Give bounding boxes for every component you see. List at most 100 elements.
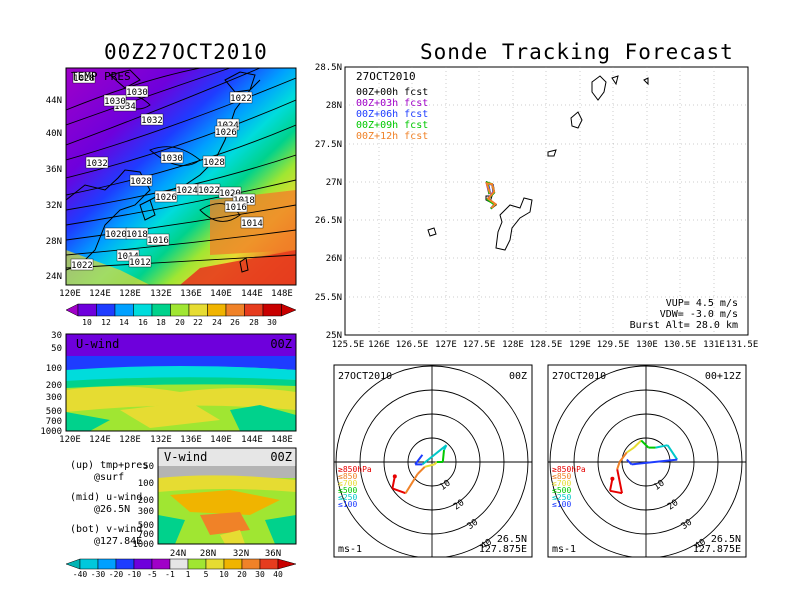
vwind-x-tick: 24N <box>170 549 186 559</box>
map-x-tick: 130.5E <box>664 340 697 350</box>
hodo1-lat: 26.5N <box>497 534 527 545</box>
hodograph-segment <box>416 466 426 475</box>
hodo1-level: ≤700 <box>338 479 357 488</box>
forecast-label: 00Z+00h fcst <box>356 87 428 98</box>
temp-colorbar-label: 30 <box>267 318 277 327</box>
hodo2-level: ≤850 <box>552 472 571 481</box>
map-x-tick: 126E <box>368 340 390 350</box>
hodo2-level: ≤250 <box>552 493 571 502</box>
hodograph-segment <box>392 487 406 495</box>
vwind-colorbar <box>65 558 297 570</box>
uwind-x-tick: 144E <box>241 435 263 445</box>
isobar-label: 1020 <box>105 230 127 240</box>
vwind-x-tick: 36N <box>265 549 281 559</box>
hodo2-level: ≥850hPa <box>552 465 586 474</box>
vwind-y-tick: 200 <box>138 496 154 506</box>
vwind-x-tick: 32N <box>233 549 249 559</box>
hodo2-time: 00+12Z <box>705 371 741 382</box>
map-y-tick: 27.5N <box>315 140 342 150</box>
forecast-label: 00Z+09h fcst <box>356 120 428 131</box>
uwind-x-tick: 140E <box>210 435 232 445</box>
hodograph-segment <box>631 458 678 466</box>
burst-altitude: Burst Alt= 28.0 km <box>630 320 738 331</box>
hodo1-level: ≥850hPa <box>338 465 372 474</box>
temp-colorbar-label: 10 <box>82 318 92 327</box>
temp-x-tick: 132E <box>150 289 172 299</box>
hodograph-segment <box>391 476 396 489</box>
isobar-label: 1012 <box>129 258 151 268</box>
hodograph-segment <box>414 454 424 465</box>
legend-up-level: @surf <box>94 472 125 483</box>
vdw-value: VDW= -3.0 m/s <box>660 309 738 320</box>
vwind-y-tick: 300 <box>138 507 154 517</box>
map-x-tick: 126.5E <box>396 340 429 350</box>
temp-colorbar-label: 26 <box>230 318 240 327</box>
legend-mid: (mid) u-wind <box>70 492 143 503</box>
vwind-x-tick: 28N <box>200 549 216 559</box>
isobar-label: 1030 <box>104 97 126 107</box>
hodograph-segment <box>616 469 623 494</box>
temp-x-tick: 124E <box>89 289 111 299</box>
vwind-colorbar-label: 30 <box>255 570 265 579</box>
uwind-x-tick: 148E <box>271 435 293 445</box>
vwind-y-tick: 100 <box>138 479 154 489</box>
vwind-colorbar-label: -10 <box>127 570 142 579</box>
temp-colorbar-label: 14 <box>119 318 129 327</box>
uwind-y-tick: 30 <box>51 331 62 341</box>
uwind-y-tick: 200 <box>46 381 62 391</box>
temp-colorbar-label: 12 <box>101 318 111 327</box>
temp-y-tick: 36N <box>46 165 62 175</box>
vwind-colorbar-label: 10 <box>219 570 229 579</box>
temp-x-tick: 140E <box>210 289 232 299</box>
map-y-tick: 28.5N <box>315 63 342 73</box>
isobar-label: 1030 <box>161 154 183 164</box>
isobar-label: 1018 <box>126 230 148 240</box>
temp-x-tick: 148E <box>271 289 293 299</box>
isobar-label: 1024 <box>176 186 198 196</box>
temp-colorbar-label: 22 <box>193 318 203 327</box>
hodograph-segment <box>424 463 435 468</box>
panel-legend: (up) tmp+pres @surf (mid) u-wind @26.5N … <box>70 460 148 548</box>
isobar-label: 1020 <box>219 189 241 199</box>
legend-bot-level: @127.84E <box>94 536 143 547</box>
vwind-colorbar-label: -30 <box>91 570 106 579</box>
hodo2-lat: 26.5N <box>711 534 741 545</box>
isobar-label: 1032 <box>86 159 108 169</box>
isobar-label: 1032 <box>141 116 163 126</box>
hodograph-00-12z-trace <box>609 439 679 495</box>
uwind-x-tick: 124E <box>89 435 111 445</box>
hodo1-level: ≤100 <box>338 500 357 509</box>
map-x-tick: 128.5E <box>530 340 563 350</box>
hodo2-level: ≤500 <box>552 486 571 495</box>
temp-y-tick: 32N <box>46 201 62 211</box>
legend-up: (up) tmp+pres <box>70 460 149 471</box>
temp-colorbar-label: 28 <box>249 318 259 327</box>
hodograph-start-point <box>610 476 615 481</box>
map-x-tick: 131.5E <box>726 340 759 350</box>
vwind-y-tick: 500 <box>138 521 154 531</box>
uwind-x-tick: 120E <box>59 435 81 445</box>
hodo2-unit: ms-1 <box>552 544 576 555</box>
vwind-label: V-wind <box>164 450 207 464</box>
temp-pres-label: TEMP PRES <box>71 70 131 83</box>
map-x-tick: 129E <box>569 340 591 350</box>
uwind-label: U-wind <box>76 337 119 351</box>
isobar-label: 1034 <box>114 102 136 112</box>
temp-colorbar-label: 24 <box>212 318 222 327</box>
isobar-label: 1028 <box>73 74 95 84</box>
vwind-y-tick: 50 <box>143 462 154 472</box>
uwind-x-tick: 128E <box>119 435 141 445</box>
map-x-tick: 130E <box>636 340 658 350</box>
hodograph-segment <box>626 446 635 454</box>
hodograph-segment <box>433 461 438 466</box>
legend-mid-level: @26.5N <box>94 504 131 515</box>
isobar-label: 1028 <box>130 177 152 187</box>
hodograph-00z-trace <box>391 444 448 495</box>
vwind-colorbar-label: -5 <box>147 570 157 579</box>
isobar-label: 1016 <box>225 203 247 213</box>
hodo2-lon: 127.875E <box>693 544 741 555</box>
